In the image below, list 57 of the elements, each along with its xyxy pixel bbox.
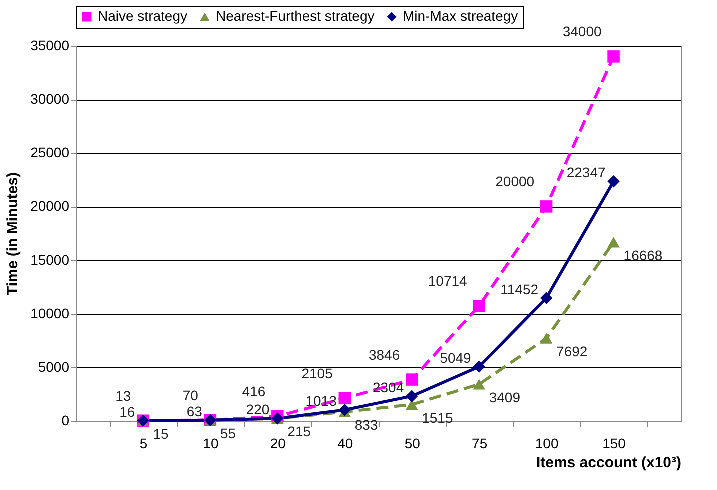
x-tick-label: 150 xyxy=(602,436,626,452)
point xyxy=(473,379,486,390)
y-axis-title: Time (in Minutes) xyxy=(4,172,22,296)
data-label: 5049 xyxy=(440,350,472,366)
data-label: 1515 xyxy=(422,410,454,426)
data-label: 70 xyxy=(182,387,199,404)
y-tick-label: 10000 xyxy=(30,305,70,322)
data-label: 16668 xyxy=(624,247,663,264)
x-tick-label: 20 xyxy=(270,436,286,452)
data-label: 63 xyxy=(186,403,203,420)
data-label: 16 xyxy=(120,404,136,420)
data-label: 20000 xyxy=(496,174,535,190)
data-label: 22347 xyxy=(566,164,606,181)
data-label: 3846 xyxy=(368,346,400,363)
x-tick-label: 50 xyxy=(404,436,421,452)
data-label: 3409 xyxy=(489,389,521,406)
x-tick-label: 75 xyxy=(472,436,488,452)
legend-label: Naive strategy xyxy=(98,8,188,24)
point xyxy=(338,404,352,416)
point xyxy=(473,360,486,374)
data-label: 220 xyxy=(246,402,270,418)
data-label: 1013 xyxy=(306,393,338,410)
data-label: 2105 xyxy=(302,365,334,382)
point xyxy=(338,392,352,405)
y-tick-label: 15000 xyxy=(30,252,70,268)
legend-label: Nearest-Furthest strategy xyxy=(216,8,375,24)
x-tick-label: 10 xyxy=(203,436,219,452)
x-tick-label: 5 xyxy=(140,436,148,452)
x-axis-title: Items account (x10³) xyxy=(536,454,682,472)
point xyxy=(540,292,553,304)
data-label: 15 xyxy=(153,426,170,442)
point xyxy=(540,333,553,344)
y-tick-label: 20000 xyxy=(30,198,70,214)
x-tick-label: 40 xyxy=(338,436,354,452)
data-label: 416 xyxy=(242,384,266,400)
data-label: 13 xyxy=(116,388,132,404)
point xyxy=(406,390,418,402)
point xyxy=(608,237,620,248)
point xyxy=(473,300,486,312)
data-label: 11452 xyxy=(500,281,539,298)
point xyxy=(406,374,418,386)
point xyxy=(608,175,620,188)
y-tick-label: 25000 xyxy=(30,144,70,161)
data-label: 34000 xyxy=(562,24,602,40)
y-tick-label: 30000 xyxy=(30,91,70,108)
data-label: 833 xyxy=(354,417,378,434)
data-label: 10714 xyxy=(428,273,468,290)
point xyxy=(540,200,553,213)
x-tick-label: 100 xyxy=(535,436,559,452)
legend-label: Min-Max streategy xyxy=(403,8,518,24)
data-label: 55 xyxy=(220,425,236,442)
y-tick-label: 35000 xyxy=(30,38,70,54)
y-tick-label: 5000 xyxy=(38,358,70,375)
y-tick-label: 0 xyxy=(62,412,70,428)
data-label: 215 xyxy=(288,424,312,440)
point xyxy=(608,50,620,63)
data-label: 7692 xyxy=(556,344,588,360)
